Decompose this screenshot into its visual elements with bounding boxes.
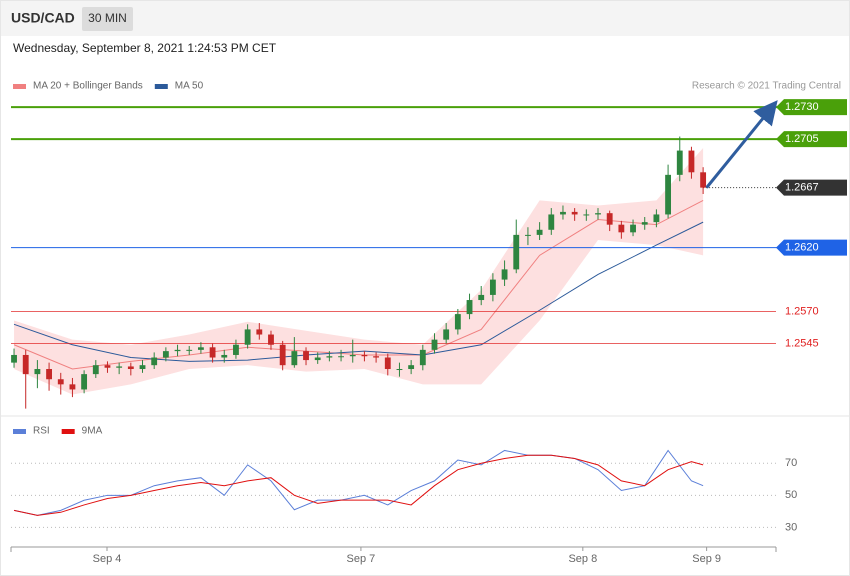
series-line bbox=[13, 449, 704, 516]
candle-body bbox=[34, 369, 41, 375]
source-note: Research © 2021 Trading Central bbox=[692, 81, 841, 92]
level-label: 1.2667 bbox=[785, 182, 819, 194]
y-tick-label: 30 bbox=[785, 521, 797, 533]
timeframe-box[interactable] bbox=[82, 7, 133, 31]
legend-swatch bbox=[13, 84, 26, 89]
level-label: 1.2730 bbox=[785, 101, 819, 113]
y-tick-label: 50 bbox=[785, 489, 797, 501]
level-tag bbox=[776, 99, 847, 116]
candle-body bbox=[384, 357, 391, 370]
bollinger-band bbox=[14, 148, 704, 395]
candle-body bbox=[361, 354, 368, 357]
candle-body bbox=[373, 356, 380, 358]
candle-body bbox=[630, 224, 636, 233]
candle-body bbox=[57, 379, 64, 385]
legend-swatch bbox=[61, 429, 75, 434]
candle-body bbox=[431, 339, 438, 350]
candle-body bbox=[536, 229, 543, 235]
candle-body bbox=[665, 174, 672, 215]
candle-body bbox=[653, 214, 660, 223]
x-tick-label: Sep 4 bbox=[93, 553, 122, 565]
candle-body bbox=[525, 234, 531, 236]
level-tag bbox=[776, 179, 847, 196]
legend-swatch bbox=[13, 429, 26, 434]
datetime: Wednesday, September 8, 2021 1:24:53 PM … bbox=[13, 41, 277, 55]
candle-body bbox=[209, 347, 216, 358]
candle-body bbox=[454, 314, 461, 330]
level-label: 1.2545 bbox=[785, 337, 819, 349]
candle-body bbox=[279, 344, 286, 366]
candle-body bbox=[186, 349, 193, 351]
candle-body bbox=[466, 300, 473, 315]
x-tick-label: Sep 9 bbox=[692, 553, 721, 565]
candle-body bbox=[81, 374, 88, 390]
candle-body bbox=[583, 214, 590, 216]
candle-body bbox=[326, 356, 333, 358]
candle-body bbox=[104, 365, 111, 368]
candle-body bbox=[162, 351, 169, 358]
header-bar bbox=[0, 0, 850, 36]
y-tick-label: 70 bbox=[785, 457, 797, 469]
level-tag bbox=[776, 239, 847, 256]
candle-body bbox=[139, 365, 146, 370]
candle-body bbox=[256, 329, 263, 335]
candle-body bbox=[268, 334, 274, 345]
pair-title: USD/CAD bbox=[11, 10, 75, 26]
timeframe[interactable]: 30 MIN bbox=[88, 11, 127, 25]
candle-body bbox=[338, 356, 344, 358]
level-label: 1.2570 bbox=[785, 305, 819, 317]
candle-body bbox=[443, 329, 450, 340]
candle-body bbox=[606, 213, 613, 225]
candle-body bbox=[478, 294, 485, 301]
candle-body bbox=[151, 357, 158, 366]
candle-body bbox=[700, 172, 707, 188]
candle-body bbox=[501, 269, 508, 280]
candle-body bbox=[116, 366, 123, 368]
candle-body bbox=[221, 354, 228, 358]
candle-body bbox=[419, 349, 426, 366]
candle-body bbox=[233, 344, 239, 355]
level-label: 1.2620 bbox=[785, 242, 819, 254]
candle-body bbox=[560, 211, 566, 215]
level-label: 1.2705 bbox=[785, 133, 819, 145]
candle-body bbox=[513, 234, 520, 270]
x-tick-label: Sep 8 bbox=[568, 553, 597, 565]
legend-label: RSI bbox=[33, 426, 50, 437]
candle-body bbox=[571, 211, 578, 215]
candle-body bbox=[349, 354, 356, 357]
candle-body bbox=[641, 222, 648, 225]
candle-body bbox=[22, 354, 29, 375]
candle-body bbox=[127, 366, 134, 370]
series-line bbox=[13, 221, 704, 362]
candle-body bbox=[314, 357, 321, 361]
candle-body bbox=[396, 369, 403, 371]
candle-body bbox=[69, 384, 76, 390]
candle-body bbox=[618, 224, 625, 233]
candle-body bbox=[303, 351, 309, 361]
candle-body bbox=[595, 213, 601, 215]
candle-body bbox=[548, 214, 555, 230]
candle-body bbox=[174, 349, 181, 352]
candle-body bbox=[676, 150, 683, 175]
legend-label: MA 50 bbox=[175, 81, 204, 92]
candle-body bbox=[11, 354, 17, 363]
x-tick-label: Sep 7 bbox=[347, 553, 376, 565]
legend-swatch bbox=[154, 84, 168, 89]
candle-body bbox=[244, 329, 251, 345]
forecast-arrow bbox=[705, 100, 778, 189]
level-tag bbox=[776, 131, 847, 148]
legend-label: MA 20 + Bollinger Bands bbox=[33, 81, 143, 92]
candle-body bbox=[688, 150, 695, 173]
legend-label: 9MA bbox=[82, 426, 103, 437]
candle-body bbox=[92, 365, 99, 375]
candle-body bbox=[197, 347, 204, 350]
candle-body bbox=[46, 369, 52, 380]
candle-body bbox=[291, 351, 298, 366]
series-line bbox=[13, 454, 704, 516]
candle-body bbox=[408, 365, 415, 370]
candle-body bbox=[489, 279, 496, 295]
